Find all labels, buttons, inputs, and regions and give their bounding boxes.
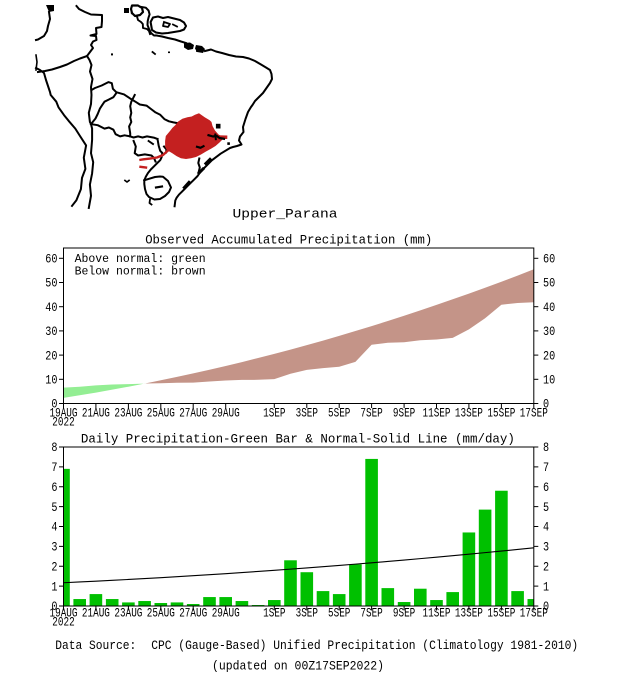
svg-text:25AUG: 25AUG bbox=[147, 607, 175, 621]
svg-text:0: 0 bbox=[51, 398, 57, 412]
svg-text:2: 2 bbox=[51, 560, 57, 574]
svg-text:Daily Precipitation-Green Bar: Daily Precipitation-Green Bar & Normal-S… bbox=[81, 432, 515, 447]
svg-text:4: 4 bbox=[543, 521, 549, 535]
svg-text:(updated on 00Z17SEP2022): (updated on 00Z17SEP2022) bbox=[212, 660, 384, 674]
svg-text:1: 1 bbox=[51, 580, 57, 594]
svg-text:23AUG: 23AUG bbox=[114, 407, 142, 421]
svg-text:8: 8 bbox=[543, 441, 549, 455]
svg-text:6: 6 bbox=[51, 481, 57, 495]
svg-text:15SEP: 15SEP bbox=[487, 607, 515, 621]
svg-text:9SEP: 9SEP bbox=[393, 407, 415, 421]
svg-text:Observed Accumulated Precipita: Observed Accumulated Precipitation (mm) bbox=[145, 233, 432, 248]
svg-text:11SEP: 11SEP bbox=[423, 607, 451, 621]
svg-text:13SEP: 13SEP bbox=[455, 407, 483, 421]
svg-text:19AUG: 19AUG bbox=[50, 607, 78, 621]
svg-text:3SEP: 3SEP bbox=[296, 607, 318, 621]
svg-text:2: 2 bbox=[543, 560, 549, 574]
svg-text:60: 60 bbox=[543, 253, 555, 267]
svg-text:21AUG: 21AUG bbox=[82, 607, 110, 621]
svg-text:2022: 2022 bbox=[52, 616, 74, 630]
svg-text:7SEP: 7SEP bbox=[360, 607, 382, 621]
svg-text:1SEP: 1SEP bbox=[263, 607, 285, 621]
svg-text:20: 20 bbox=[45, 349, 57, 363]
svg-text:40: 40 bbox=[45, 301, 57, 315]
svg-text:11SEP: 11SEP bbox=[423, 407, 451, 421]
svg-text:1: 1 bbox=[543, 580, 549, 594]
svg-text:27AUG: 27AUG bbox=[179, 407, 207, 421]
svg-text:3: 3 bbox=[51, 541, 57, 555]
svg-text:0: 0 bbox=[51, 600, 57, 614]
svg-text:17SEP: 17SEP bbox=[520, 607, 548, 621]
svg-text:30: 30 bbox=[543, 325, 555, 339]
svg-text:27AUG: 27AUG bbox=[179, 607, 207, 621]
svg-text:15SEP: 15SEP bbox=[487, 407, 515, 421]
svg-text:7: 7 bbox=[543, 461, 549, 475]
svg-text:1SEP: 1SEP bbox=[263, 407, 285, 421]
svg-text:10: 10 bbox=[45, 374, 57, 388]
svg-text:21AUG: 21AUG bbox=[82, 407, 110, 421]
svg-text:60: 60 bbox=[45, 253, 57, 267]
svg-text:10: 10 bbox=[543, 374, 555, 388]
svg-text:50: 50 bbox=[45, 277, 57, 291]
svg-text:5: 5 bbox=[543, 501, 549, 515]
svg-text:Data Source:: Data Source: bbox=[55, 639, 136, 653]
svg-text:20: 20 bbox=[543, 349, 555, 363]
svg-text:CPC (Gauge-Based) Unified Prec: CPC (Gauge-Based) Unified Precipitation … bbox=[151, 639, 578, 653]
svg-text:3: 3 bbox=[543, 541, 549, 555]
svg-text:5: 5 bbox=[51, 501, 57, 515]
svg-text:3SEP: 3SEP bbox=[296, 407, 318, 421]
svg-text:30: 30 bbox=[45, 325, 57, 339]
svg-text:6: 6 bbox=[543, 481, 549, 495]
svg-text:23AUG: 23AUG bbox=[114, 607, 142, 621]
svg-text:13SEP: 13SEP bbox=[455, 607, 483, 621]
svg-text:7: 7 bbox=[51, 461, 57, 475]
svg-text:5SEP: 5SEP bbox=[328, 607, 350, 621]
svg-text:19AUG: 19AUG bbox=[50, 407, 78, 421]
svg-text:2022: 2022 bbox=[52, 416, 74, 430]
svg-text:4: 4 bbox=[51, 521, 57, 535]
svg-text:50: 50 bbox=[543, 277, 555, 291]
svg-text:5SEP: 5SEP bbox=[328, 407, 350, 421]
svg-text:40: 40 bbox=[543, 301, 555, 315]
svg-text:0: 0 bbox=[543, 600, 549, 614]
svg-text:29AUG: 29AUG bbox=[212, 407, 240, 421]
svg-text:Above normal: green: Above normal: green bbox=[75, 253, 206, 266]
svg-text:7SEP: 7SEP bbox=[360, 407, 382, 421]
svg-text:Upper_Parana: Upper_Parana bbox=[233, 207, 338, 222]
svg-text:17SEP: 17SEP bbox=[520, 407, 548, 421]
svg-text:29AUG: 29AUG bbox=[212, 607, 240, 621]
svg-text:25AUG: 25AUG bbox=[147, 407, 175, 421]
svg-text:9SEP: 9SEP bbox=[393, 607, 415, 621]
svg-text:0: 0 bbox=[543, 398, 549, 412]
svg-text:Below normal: brown: Below normal: brown bbox=[75, 266, 206, 279]
svg-text:8: 8 bbox=[51, 441, 57, 455]
